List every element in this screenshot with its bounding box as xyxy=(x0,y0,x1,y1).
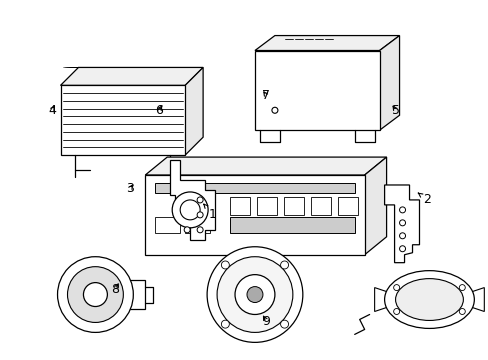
Polygon shape xyxy=(229,197,249,215)
Circle shape xyxy=(221,261,229,269)
Circle shape xyxy=(197,197,203,203)
Text: 7: 7 xyxy=(262,89,270,102)
Polygon shape xyxy=(145,175,364,255)
Circle shape xyxy=(67,267,123,323)
Text: 4: 4 xyxy=(48,104,56,117)
Circle shape xyxy=(221,320,229,328)
Polygon shape xyxy=(364,157,386,255)
Circle shape xyxy=(180,200,200,220)
Polygon shape xyxy=(155,217,180,233)
Polygon shape xyxy=(384,185,419,263)
Text: 1: 1 xyxy=(203,204,216,221)
Text: 3: 3 xyxy=(126,183,134,195)
Circle shape xyxy=(399,220,405,226)
Circle shape xyxy=(172,192,208,228)
Polygon shape xyxy=(284,197,303,215)
Circle shape xyxy=(271,107,277,113)
Polygon shape xyxy=(61,85,185,155)
Circle shape xyxy=(83,283,107,306)
Text: 2: 2 xyxy=(417,193,430,206)
Text: 9: 9 xyxy=(262,315,270,328)
Circle shape xyxy=(393,285,399,291)
Polygon shape xyxy=(254,50,379,130)
Polygon shape xyxy=(337,197,357,215)
Circle shape xyxy=(458,285,464,291)
Text: 6: 6 xyxy=(155,104,163,117)
Text: 8: 8 xyxy=(111,283,119,296)
Circle shape xyxy=(207,247,302,342)
Polygon shape xyxy=(155,183,354,193)
Circle shape xyxy=(235,275,274,315)
Circle shape xyxy=(393,309,399,315)
Circle shape xyxy=(399,233,405,239)
Circle shape xyxy=(280,320,288,328)
Polygon shape xyxy=(229,217,354,233)
Circle shape xyxy=(217,257,292,332)
Polygon shape xyxy=(170,160,215,240)
Circle shape xyxy=(58,257,133,332)
Polygon shape xyxy=(145,157,386,175)
Circle shape xyxy=(399,246,405,252)
Polygon shape xyxy=(61,67,203,85)
Polygon shape xyxy=(185,67,203,155)
Polygon shape xyxy=(310,197,330,215)
Polygon shape xyxy=(374,288,386,311)
Circle shape xyxy=(197,227,203,233)
Polygon shape xyxy=(379,36,399,130)
Polygon shape xyxy=(185,217,210,233)
Polygon shape xyxy=(125,280,145,310)
Polygon shape xyxy=(471,288,483,311)
Ellipse shape xyxy=(384,271,473,328)
Circle shape xyxy=(280,261,288,269)
Ellipse shape xyxy=(395,279,463,320)
Circle shape xyxy=(197,212,203,218)
Circle shape xyxy=(246,287,263,302)
Polygon shape xyxy=(256,197,276,215)
Circle shape xyxy=(458,309,464,315)
Text: 5: 5 xyxy=(391,104,399,117)
Polygon shape xyxy=(254,36,399,50)
Circle shape xyxy=(184,227,190,233)
Circle shape xyxy=(399,207,405,213)
